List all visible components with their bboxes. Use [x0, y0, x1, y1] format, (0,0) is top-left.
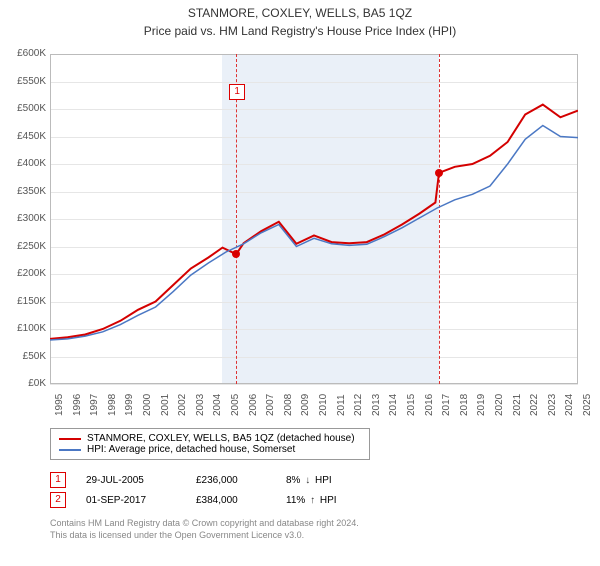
sale-row-2: 2 01-SEP-2017 £384,000 11% ↑ HPI [50, 492, 337, 508]
chart-subtitle: Price paid vs. HM Land Registry's House … [0, 24, 600, 38]
x-tick-label: 2000 [142, 394, 153, 416]
sale-date: 01-SEP-2017 [86, 495, 176, 506]
y-tick-label: £100K [6, 323, 46, 334]
x-tick-label: 2001 [160, 394, 171, 416]
x-tick-label: 2017 [441, 394, 452, 416]
x-tick-label: 2009 [300, 394, 311, 416]
sale-row-marker: 1 [50, 472, 66, 488]
x-tick-label: 2002 [177, 394, 188, 416]
x-tick-label: 2004 [212, 394, 223, 416]
y-tick-label: £200K [6, 268, 46, 279]
legend: STANMORE, COXLEY, WELLS, BA5 1QZ (detach… [50, 428, 370, 460]
y-tick-label: £300K [6, 213, 46, 224]
sale-row-marker: 2 [50, 492, 66, 508]
x-tick-label: 2003 [195, 394, 206, 416]
x-tick-label: 2018 [459, 394, 470, 416]
y-tick-label: £600K [6, 48, 46, 59]
x-tick-label: 2016 [424, 394, 435, 416]
y-tick-label: £0K [6, 378, 46, 389]
x-tick-label: 2024 [564, 394, 575, 416]
x-tick-label: 2013 [371, 394, 382, 416]
x-tick-label: 2020 [494, 394, 505, 416]
sale-row-1: 1 29-JUL-2005 £236,000 8% ↓ HPI [50, 472, 332, 488]
x-tick-label: 2005 [230, 394, 241, 416]
y-tick-label: £500K [6, 103, 46, 114]
y-tick-label: £350K [6, 186, 46, 197]
footer-line-2: This data is licensed under the Open Gov… [50, 530, 304, 540]
y-tick-label: £450K [6, 131, 46, 142]
x-tick-label: 2010 [318, 394, 329, 416]
sale-price: £236,000 [196, 475, 266, 486]
sale-delta: 8% ↓ HPI [286, 475, 332, 486]
legend-item-hpi: HPI: Average price, detached house, Some… [59, 444, 361, 455]
x-tick-label: 1999 [124, 394, 135, 416]
y-tick-label: £250K [6, 241, 46, 252]
y-tick-label: £550K [6, 76, 46, 87]
x-tick-label: 1998 [107, 394, 118, 416]
sale-delta: 11% ↑ HPI [286, 495, 337, 506]
x-tick-label: 2022 [529, 394, 540, 416]
legend-item-subject: STANMORE, COXLEY, WELLS, BA5 1QZ (detach… [59, 433, 361, 444]
x-tick-label: 2014 [388, 394, 399, 416]
sale-date: 29-JUL-2005 [86, 475, 176, 486]
x-tick-label: 2015 [406, 394, 417, 416]
chart-title: STANMORE, COXLEY, WELLS, BA5 1QZ [0, 6, 600, 20]
x-tick-label: 1997 [89, 394, 100, 416]
y-tick-label: £400K [6, 158, 46, 169]
x-tick-label: 2019 [476, 394, 487, 416]
x-tick-label: 2023 [547, 394, 558, 416]
x-tick-label: 2025 [582, 394, 593, 416]
x-tick-label: 2008 [283, 394, 294, 416]
footer-line-1: Contains HM Land Registry data © Crown c… [50, 518, 359, 528]
sale-price: £384,000 [196, 495, 266, 506]
x-tick-label: 2007 [265, 394, 276, 416]
x-tick-label: 2021 [512, 394, 523, 416]
x-tick-label: 1996 [72, 394, 83, 416]
x-tick-label: 2011 [336, 394, 347, 416]
x-tick-label: 2006 [248, 394, 259, 416]
x-tick-label: 1995 [54, 394, 65, 416]
series-subject [50, 105, 578, 339]
x-tick-label: 2012 [353, 394, 364, 416]
chart-plot-area: 12 [50, 54, 578, 384]
series-hpi [50, 126, 578, 341]
y-tick-label: £150K [6, 296, 46, 307]
y-tick-label: £50K [6, 351, 46, 362]
